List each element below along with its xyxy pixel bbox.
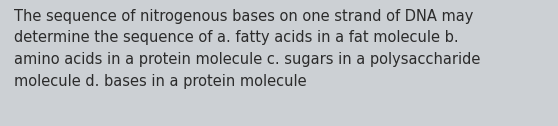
Text: The sequence of nitrogenous bases on one strand of DNA may
determine the sequenc: The sequence of nitrogenous bases on one…	[14, 9, 480, 89]
